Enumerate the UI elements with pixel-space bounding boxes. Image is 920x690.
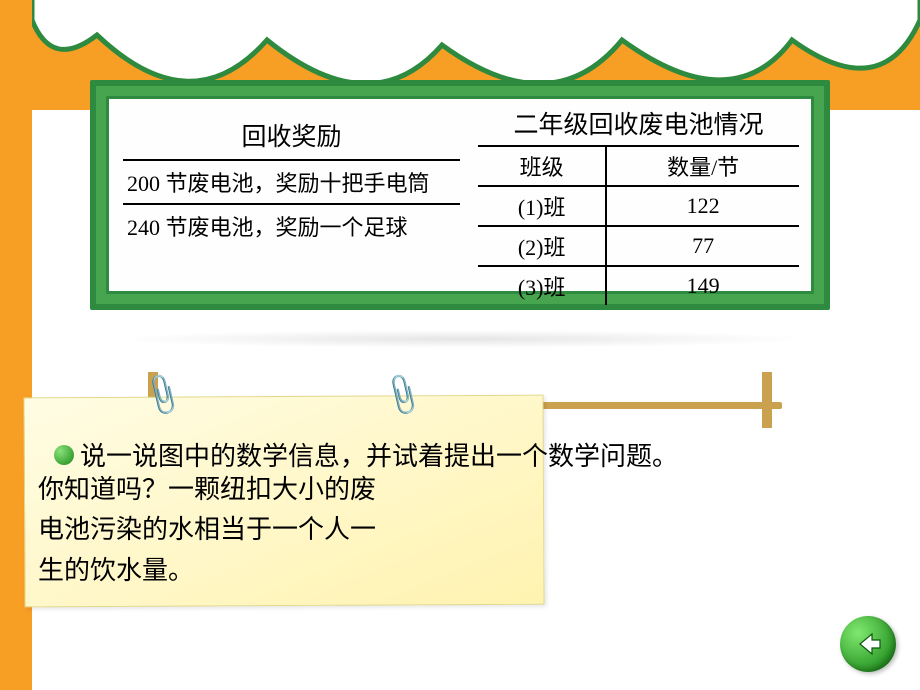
fact-text: 你知道吗？一颗纽扣大小的废电池污染的水相当于一个人一生的饮水量。	[38, 470, 388, 591]
reward-line-1: 200 节废电池，奖励十把手电筒	[123, 159, 460, 203]
back-arrow-icon	[852, 628, 884, 660]
question-text: 说一说图中的数学信息，并试着提出一个数学问题。	[80, 436, 678, 473]
table-row: (3)班 149	[478, 266, 799, 305]
board-frame: 回收奖励 200 节废电池，奖励十把手电筒 240 节废电池，奖励一个足球 二年…	[90, 80, 830, 310]
bullet-icon	[54, 445, 74, 465]
leg-right	[762, 372, 772, 428]
data-panel: 二年级回收废电池情况 班级 数量/节 (1)班 122 (2)班 77	[470, 99, 811, 291]
question-line: 说一说图中的数学信息，并试着提出一个数学问题。	[54, 436, 874, 473]
table-header-row: 班级 数量/节	[478, 146, 799, 186]
reward-line-2: 240 节废电池，奖励一个足球	[123, 203, 460, 247]
table-row: (1)班 122	[478, 186, 799, 226]
back-button[interactable]	[840, 616, 896, 672]
table-row: (2)班 77	[478, 226, 799, 266]
board-shadow	[110, 330, 810, 348]
col-class: 班级	[478, 146, 606, 186]
data-table: 班级 数量/节 (1)班 122 (2)班 77 (3)班 149	[478, 145, 799, 305]
data-title: 二年级回收废电池情况	[478, 103, 799, 145]
rewards-title: 回收奖励	[123, 117, 460, 153]
board-inner: 回收奖励 200 节废电池，奖励十把手电筒 240 节废电池，奖励一个足球 二年…	[106, 96, 814, 294]
rewards-panel: 回收奖励 200 节废电池，奖励十把手电筒 240 节废电池，奖励一个足球	[109, 99, 470, 291]
blackboard: 回收奖励 200 节废电池，奖励十把手电筒 240 节废电池，奖励一个足球 二年…	[90, 80, 830, 372]
col-qty: 数量/节	[606, 146, 799, 186]
